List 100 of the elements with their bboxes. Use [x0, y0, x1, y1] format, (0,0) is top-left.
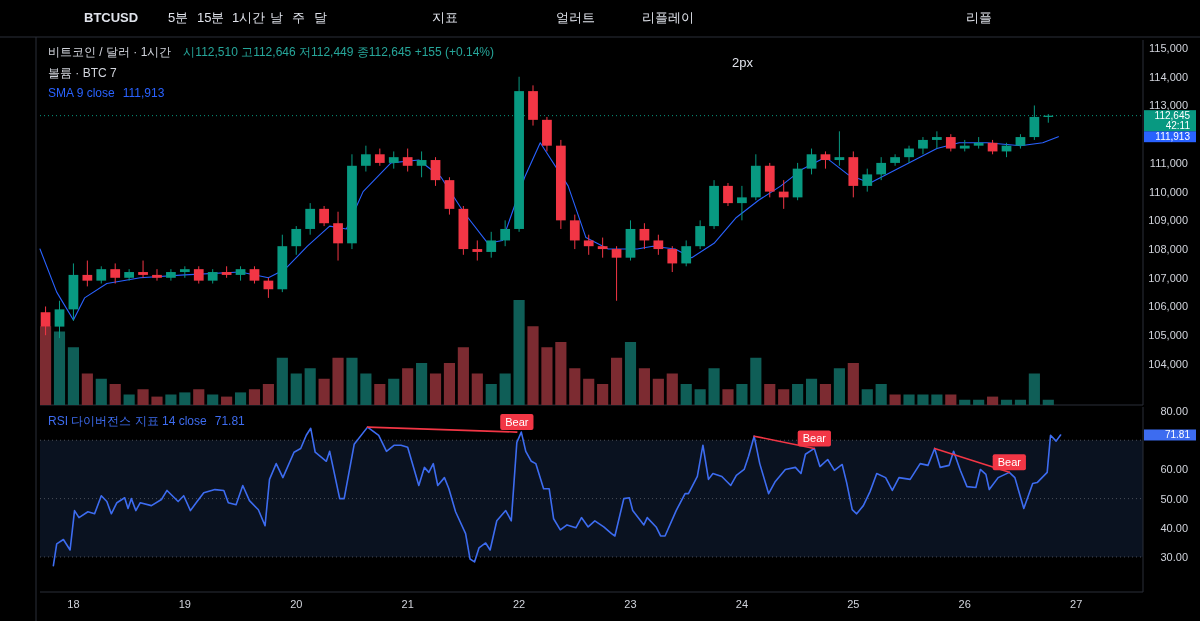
text: SMA 9 close [48, 86, 116, 100]
x-tick-label: 18 [67, 598, 80, 610]
candlestick [681, 239, 692, 267]
candlestick [305, 202, 316, 236]
bar [555, 342, 567, 405]
candlestick [597, 237, 608, 259]
bar [708, 368, 720, 405]
text: 주 [292, 10, 305, 25]
candlestick [472, 239, 483, 262]
bar [360, 373, 372, 405]
y-tick-label: 115,000 [1149, 42, 1188, 55]
bar [819, 384, 832, 405]
bar [583, 378, 595, 405]
candlestick [876, 156, 887, 181]
annotation: Bear [997, 456, 1022, 469]
x-tick-label: 22 [512, 598, 526, 610]
bar [987, 396, 999, 405]
y-tick-label: 104,000 [1148, 357, 1188, 370]
candlestick [82, 260, 93, 287]
bar [513, 300, 525, 405]
bar [903, 394, 915, 405]
x-tick-label: 20 [290, 598, 303, 610]
y-tick-label: 107,000 [1148, 271, 1188, 284]
candlestick [486, 231, 497, 259]
bar [833, 368, 845, 405]
bar [945, 394, 957, 405]
bar [931, 394, 943, 405]
candlestick [890, 153, 900, 167]
bar [123, 394, 135, 405]
bar [388, 378, 400, 405]
candlestick [138, 260, 148, 279]
candlestick [723, 182, 733, 207]
candlestick [430, 156, 441, 187]
candlestick [862, 168, 873, 193]
candlestick [918, 136, 928, 155]
y-tick-label: 113,000 [1149, 99, 1188, 112]
bar [638, 368, 650, 405]
candlestick [695, 219, 705, 250]
y-tick-label: 110,000 [1149, 185, 1188, 198]
candlestick [904, 145, 914, 164]
bar [750, 357, 762, 405]
bar [792, 384, 804, 405]
bar [1028, 373, 1040, 405]
bar [485, 384, 497, 405]
bar [137, 389, 149, 405]
candlestick [653, 234, 664, 256]
candlestick [500, 219, 511, 247]
annotation: Bear [505, 416, 529, 429]
bar [234, 392, 247, 405]
x-tick-label: 19 [178, 598, 191, 610]
bar [764, 384, 776, 405]
y-tick-label: 108,000 [1148, 243, 1188, 256]
text: 71.81 [1164, 429, 1190, 441]
line-series [39, 136, 1059, 321]
bar [248, 389, 261, 405]
bar [666, 373, 678, 405]
bar [402, 368, 414, 405]
bar [1014, 399, 1027, 405]
bar [207, 394, 219, 405]
bar [81, 373, 93, 405]
bar [471, 373, 483, 405]
candlestick [583, 234, 594, 256]
bar [805, 378, 818, 405]
y-tick-label: 111,000 [1149, 156, 1188, 169]
bar [541, 347, 553, 405]
candlestick [152, 268, 162, 282]
bar [429, 373, 442, 405]
candlestick [124, 268, 135, 282]
bar [95, 378, 107, 405]
bar [290, 373, 302, 405]
text: RSI 다이버전스 지표 14 close [48, 414, 208, 428]
x-tick-label: 25 [847, 598, 860, 610]
bar [889, 394, 901, 405]
bar [304, 368, 316, 405]
bar [624, 342, 637, 405]
bar [416, 363, 428, 405]
text: 리플 [966, 10, 992, 25]
candlestick [361, 145, 371, 173]
candlestick [291, 225, 302, 256]
bar [569, 368, 581, 405]
y-tick-label: 80.00 [1160, 405, 1188, 418]
bar [959, 399, 971, 405]
bar [611, 357, 623, 405]
text: 1시간 [232, 10, 266, 25]
candlestick [667, 245, 678, 273]
annotation: 비트코인 / 달러 · 1시간 [48, 45, 172, 59]
bar [652, 378, 664, 405]
line-series [52, 426, 1062, 567]
bar [193, 389, 205, 405]
candlestick [932, 130, 942, 150]
bar [443, 363, 456, 405]
bar [262, 384, 274, 405]
bar [499, 373, 511, 405]
candlestick [834, 130, 845, 167]
annotation: 71.81 [214, 414, 246, 428]
bar [736, 384, 748, 405]
bar [276, 357, 288, 405]
ref-line-label: 112,645 42:11 [1154, 110, 1191, 132]
y-tick-label: 60.00 [1160, 463, 1188, 476]
y-tick-label: 114,000 [1149, 70, 1188, 83]
